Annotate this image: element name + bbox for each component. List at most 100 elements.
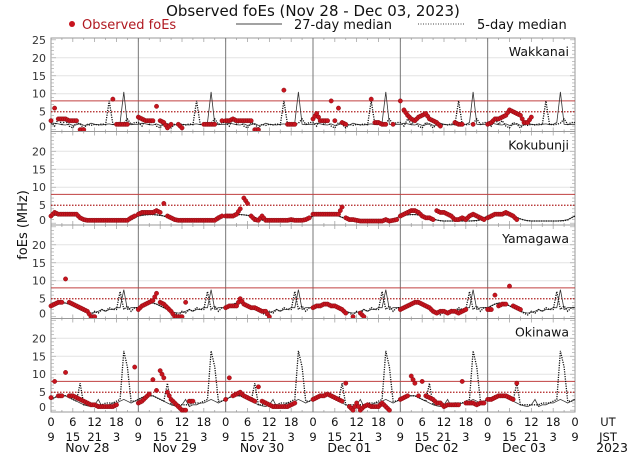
ut-tick-label: 18	[109, 415, 124, 429]
observed-point	[226, 375, 232, 381]
observed-point	[336, 105, 341, 111]
observed-point	[383, 121, 389, 127]
observed-point	[456, 402, 461, 408]
observed-point	[154, 103, 159, 109]
observed-point	[154, 290, 159, 296]
y-tick-label: 20	[32, 145, 46, 158]
observed-point	[514, 380, 520, 386]
ut-tick-label: 12	[437, 415, 452, 429]
observed-point	[132, 364, 138, 370]
observed-point	[63, 276, 68, 282]
date-label: Nov 30	[240, 440, 284, 455]
jst-tick-label: 15	[153, 430, 168, 444]
ut-tick-label: 12	[87, 415, 102, 429]
observed-point	[412, 380, 418, 386]
observed-point	[150, 377, 156, 383]
panel-okinawa: 0 5 10 15 20 Okinawa	[32, 318, 576, 414]
observed-point	[59, 393, 65, 399]
jst-tick-label: 21	[524, 430, 539, 444]
observed-point	[510, 397, 516, 402]
observed-point	[343, 310, 349, 316]
observed-point	[52, 379, 58, 384]
ut-tick-label: 6	[419, 415, 426, 429]
observed-point	[419, 379, 425, 384]
observed-point	[430, 217, 436, 223]
jst-tick-label: 3	[375, 430, 382, 444]
observed-point	[387, 407, 392, 413]
observed-point	[306, 215, 312, 221]
observed-point	[150, 118, 156, 124]
observed-point	[52, 105, 58, 111]
ut-tick-label: 18	[197, 415, 212, 429]
jst-tick-label: 21	[262, 430, 277, 444]
observed-point	[325, 118, 330, 124]
y-tick-label: 15	[32, 163, 46, 176]
ut-tick-label: 0	[309, 415, 316, 429]
station-label: Yamagawa	[501, 231, 569, 246]
observed-point	[332, 118, 338, 124]
y-tick-label: 25	[32, 34, 46, 47]
ut-tick-label: 0	[571, 415, 578, 429]
observed-point	[437, 123, 443, 129]
ut-tick-label: 6	[244, 415, 251, 429]
y-axis-label: foEs (MHz)	[16, 190, 31, 260]
observed-point	[161, 201, 167, 206]
chart-title: Observed foEs (Nov 28 - Dec 03, 2023)	[166, 2, 460, 20]
station-label: Okinawa	[515, 325, 569, 340]
observed-point	[459, 379, 465, 384]
y-tick-label: 15	[32, 70, 46, 83]
legend: Observed foEs 27-day median 5-day median	[69, 18, 567, 33]
observed-point	[212, 121, 218, 127]
date-label: Nov 28	[65, 440, 109, 455]
observed-point	[125, 121, 130, 127]
observed-point	[48, 118, 54, 124]
jst-tick-label: 3	[462, 430, 469, 444]
y-tick-label: 20	[32, 332, 46, 345]
ut-tick-label: 12	[175, 415, 190, 429]
observed-point	[503, 301, 509, 307]
observed-point	[343, 121, 349, 127]
jst-tick-label: 9	[47, 430, 54, 444]
y-tick-label: 0	[39, 214, 46, 227]
ut-tick-label: 12	[524, 415, 539, 429]
observed-point	[110, 96, 116, 102]
jst-tick-label: 15	[240, 430, 255, 444]
y-tick-label: 10	[32, 275, 46, 288]
observed-point	[252, 398, 258, 404]
observed-point	[339, 398, 345, 404]
jst-tick-label: 9	[484, 430, 491, 444]
observed-point	[168, 121, 174, 127]
year-label: 2023	[596, 440, 628, 455]
y-tick-label: 10	[32, 181, 46, 194]
jst-tick-label: 9	[571, 430, 578, 444]
observed-point	[248, 118, 254, 124]
jst-tick-label: 15	[66, 430, 81, 444]
jst-tick-label: 21	[87, 430, 102, 444]
observed-point	[292, 121, 298, 127]
jst-tick-label: 9	[222, 430, 229, 444]
observed-point	[183, 299, 189, 305]
ut-tick-label: 6	[506, 415, 513, 429]
jst-tick-label: 9	[397, 430, 404, 444]
observed-point	[394, 217, 400, 223]
date-label: Dec 01	[327, 440, 371, 455]
panel-wakkanai: 0 5 10 15 20 25 Wakkanai	[32, 34, 576, 134]
observed-point	[343, 380, 349, 386]
observed-point	[190, 398, 196, 404]
observed-point	[397, 98, 403, 104]
jst-tick-label: 21	[175, 430, 190, 444]
jst-tick-label: 3	[113, 430, 120, 444]
jst-tick-label: 3	[550, 430, 557, 444]
observed-point	[463, 307, 469, 312]
observed-point	[528, 114, 534, 120]
jst-tick-label: 3	[288, 430, 295, 444]
legend-median27-label: 27-day median	[294, 18, 392, 33]
observed-point	[339, 204, 345, 210]
y-tick-label: 0	[39, 308, 46, 321]
ut-tick-label: 18	[459, 415, 474, 429]
observed-point	[237, 206, 243, 212]
date-label: Dec 02	[415, 440, 459, 455]
observed-point	[183, 407, 189, 413]
observed-point	[245, 201, 250, 206]
legend-median5-label: 5-day median	[477, 18, 567, 33]
